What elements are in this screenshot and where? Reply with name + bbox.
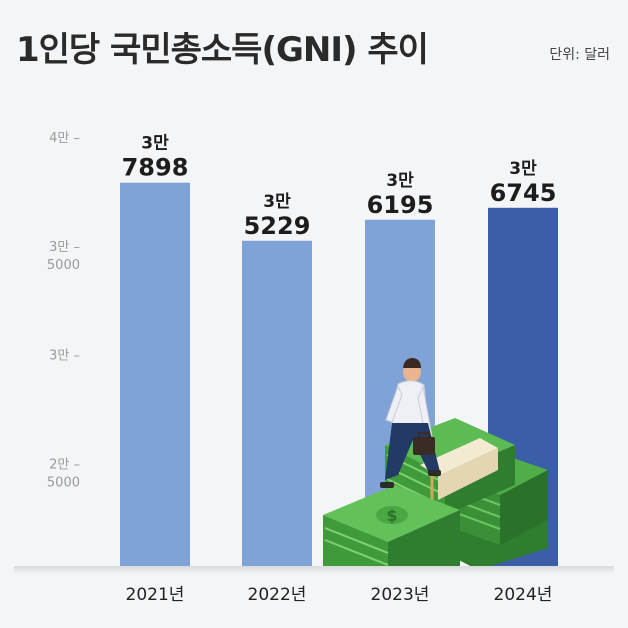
- x-tick-label: 2022년: [248, 585, 307, 605]
- x-tick-label: 2021년: [126, 585, 185, 605]
- chart-title: 1인당 국민총소득(GNI) 추이: [16, 30, 429, 70]
- unit-label: 단위: 달러: [549, 47, 610, 63]
- data-label-value: 7898: [122, 154, 189, 182]
- money-illustration: $: [323, 358, 548, 572]
- businessman-figure: [380, 358, 441, 488]
- bar-2: [242, 240, 312, 572]
- data-label-value: 5229: [244, 212, 311, 240]
- bar-1: [120, 182, 190, 572]
- y-tick-label: 5000: [47, 258, 80, 273]
- data-label-man: 3만: [509, 159, 537, 179]
- x-tick-label: 2024년: [494, 585, 553, 605]
- y-tick-label: 3만 –: [49, 240, 80, 255]
- y-tick-label: 2만 –: [49, 457, 80, 472]
- money-stack-front: $: [323, 485, 460, 572]
- y-tick-label: 3만 –: [49, 349, 80, 364]
- x-axis: 2021년 2022년 2023년 2024년: [126, 585, 553, 605]
- data-label-man: 3만: [141, 134, 169, 154]
- data-label-value: 6745: [490, 179, 557, 207]
- y-axis: 4만 – 3만 – 5000 3만 – 2만 – 5000: [47, 131, 80, 490]
- x-tick-label: 2023년: [371, 585, 430, 605]
- y-tick-label: 4만 –: [49, 131, 80, 146]
- data-label-man: 3만: [263, 192, 291, 212]
- data-label-man: 3만: [386, 171, 414, 191]
- svg-text:$: $: [386, 506, 397, 525]
- data-label-value: 6195: [367, 191, 434, 219]
- baseline-floor: [14, 566, 614, 574]
- y-tick-label: 5000: [47, 475, 80, 490]
